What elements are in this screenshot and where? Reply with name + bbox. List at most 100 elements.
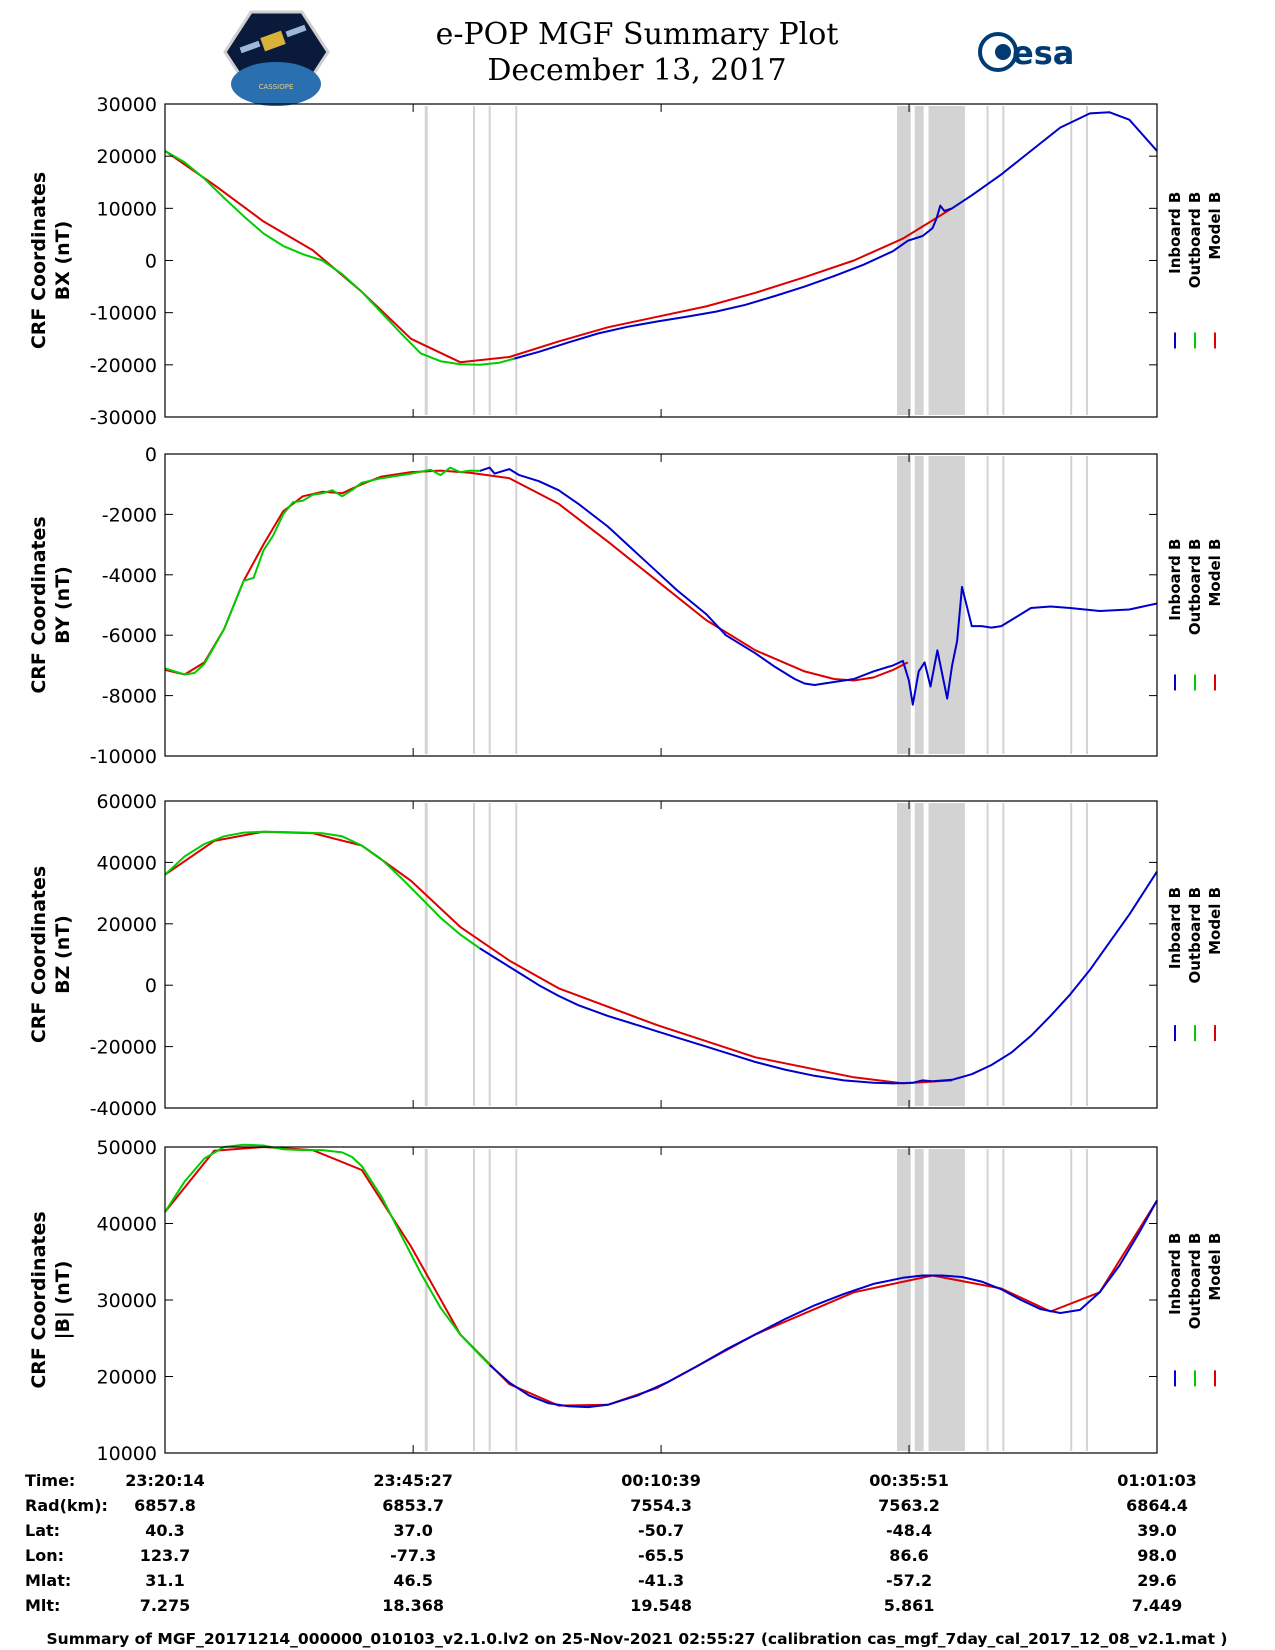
footer-text: Summary of MGF_20171214_000000_010103_v2… <box>47 1630 1228 1648</box>
satellite-panel-shape <box>285 24 307 38</box>
info-table-cell: -77.3 <box>390 1546 436 1565</box>
header: CASSIOPE e-POP MGF Summary Plot December… <box>223 10 1074 106</box>
info-table-row-label: Lat: <box>25 1521 60 1540</box>
y-tick-label: 0 <box>145 975 157 997</box>
data-gap-band <box>986 456 989 754</box>
legend-label: Inboard B <box>1166 887 1184 969</box>
y-axis-label-line1: CRF Coordinates <box>28 1211 50 1388</box>
y-tick-label: -40000 <box>90 1098 157 1120</box>
data-gap-band <box>488 1149 491 1451</box>
y-axis-label-line1: CRF Coordinates <box>28 172 50 349</box>
info-table-cell: 18.368 <box>382 1596 444 1615</box>
y-tick-label: 30000 <box>97 94 157 116</box>
y-tick-label: 60000 <box>97 791 157 813</box>
y-axis-label: CRF Coordinates BY (nT) <box>28 516 74 693</box>
data-gap-band <box>914 456 924 754</box>
data-gap-band <box>897 803 911 1106</box>
info-table-cell: -50.7 <box>638 1521 684 1540</box>
y-axis-label-line1: CRF Coordinates <box>28 866 50 1043</box>
satellite-panel-shape <box>239 40 261 54</box>
info-table-cell: 19.548 <box>630 1596 692 1615</box>
panel-4: 50000 40000 30000 20000 10000 CRF Coordinates… <box>28 1137 1224 1465</box>
series-line-outboard-b <box>164 466 480 676</box>
y-tick-label: 10000 <box>97 1443 157 1465</box>
info-table-cell: 37.0 <box>393 1521 432 1540</box>
y-tick-label: 0 <box>145 444 157 466</box>
info-table-cell: 6857.8 <box>134 1496 196 1515</box>
info-table-cell: -41.3 <box>638 1571 684 1590</box>
data-gap-band <box>1085 106 1088 415</box>
info-table: Time: Rad(km): Lat: Lon: Mlat: Mlt: 23:20:14 68… <box>25 1471 1197 1615</box>
y-tick-label: 20000 <box>97 146 157 168</box>
data-gap-band <box>424 803 428 1106</box>
data-gap-band <box>424 106 428 415</box>
data-gap-band <box>472 106 475 415</box>
legend-label: Inboard B <box>1166 192 1184 274</box>
data-gap-band <box>1002 106 1005 415</box>
data-gap-band <box>1002 803 1005 1106</box>
y-tick-label: 50000 <box>97 1137 157 1159</box>
legend-label: Inboard B <box>1166 1233 1184 1315</box>
y-tick-label: 40000 <box>97 1214 157 1236</box>
data-gap-band <box>472 456 475 754</box>
info-table-cell: 7563.2 <box>878 1496 940 1515</box>
series-line-outboard-b <box>164 830 481 950</box>
info-table-cell: 7554.3 <box>630 1496 692 1515</box>
data-gap-band <box>515 1149 518 1451</box>
data-gap-band <box>424 456 428 754</box>
info-table-row-label: Lon: <box>25 1546 64 1565</box>
y-tick-label: 20000 <box>97 914 157 936</box>
data-gap-band <box>897 1149 911 1451</box>
legend-label: Inboard B <box>1166 539 1184 621</box>
y-tick-label: -4000 <box>102 565 157 587</box>
data-gap-band <box>488 106 491 415</box>
series-line-inboard-b <box>479 466 1158 706</box>
data-gap-band <box>472 803 475 1106</box>
y-tick-label: -20000 <box>90 355 157 377</box>
data-gap-band <box>986 106 989 415</box>
y-axis-label-line2: BY (nT) <box>52 566 74 644</box>
legend-label: Model B <box>1206 539 1224 607</box>
series-line-inboard-b <box>489 1200 1158 1409</box>
info-table-cell: 98.0 <box>1137 1546 1176 1565</box>
cassiope-logo: CASSIOPE <box>223 10 330 106</box>
info-table-cell: 46.5 <box>393 1571 432 1590</box>
data-gap-band <box>1002 1149 1005 1451</box>
info-table-cell: 6853.7 <box>382 1496 444 1515</box>
esa-logo-ring <box>978 32 1018 72</box>
data-gap-band <box>986 1149 989 1451</box>
legend-label: Outboard B <box>1186 1233 1204 1330</box>
plot-frame <box>164 1146 1158 1454</box>
info-table-row-label: Rad(km): <box>25 1496 108 1515</box>
legend: Inboard B Outboard B Model B <box>1166 1233 1224 1387</box>
satellite-body-shape <box>260 30 286 52</box>
y-axis-label: CRF Coordinates |B| (nT) <box>28 1211 74 1388</box>
data-gap-band <box>515 803 518 1106</box>
series-line-model-b <box>164 1146 1158 1407</box>
series-line-outboard-b <box>164 1143 491 1366</box>
data-gap-band <box>488 456 491 754</box>
data-gap-band <box>914 1149 924 1451</box>
page-title: e-POP MGF Summary Plot <box>436 17 839 52</box>
data-gap-band <box>1085 1149 1088 1451</box>
info-table-cell: 23:45:27 <box>373 1471 453 1490</box>
info-table-cell: 86.6 <box>889 1546 928 1565</box>
plot-frame <box>164 800 1158 1109</box>
panel-3: 60000 40000 20000 0 -20000 -40000 CRF Coordina… <box>28 791 1224 1120</box>
data-gap-band <box>928 106 965 415</box>
info-table-cell: 00:35:51 <box>869 1471 949 1490</box>
data-gap-band <box>1085 803 1088 1106</box>
data-gap-band <box>1085 456 1088 754</box>
y-tick-label: -2000 <box>102 504 157 526</box>
info-table-cell: 39.0 <box>1137 1521 1176 1540</box>
info-table-cell: 29.6 <box>1137 1571 1176 1590</box>
earth-limb-shape <box>231 62 321 106</box>
data-gap-band <box>1070 803 1073 1106</box>
esa-logo: esa <box>978 32 1074 72</box>
info-table-cell: 7.275 <box>140 1596 191 1615</box>
esa-logo-text: esa <box>1012 34 1074 72</box>
data-gap-band <box>515 106 518 415</box>
data-gap-band <box>1070 1149 1073 1451</box>
